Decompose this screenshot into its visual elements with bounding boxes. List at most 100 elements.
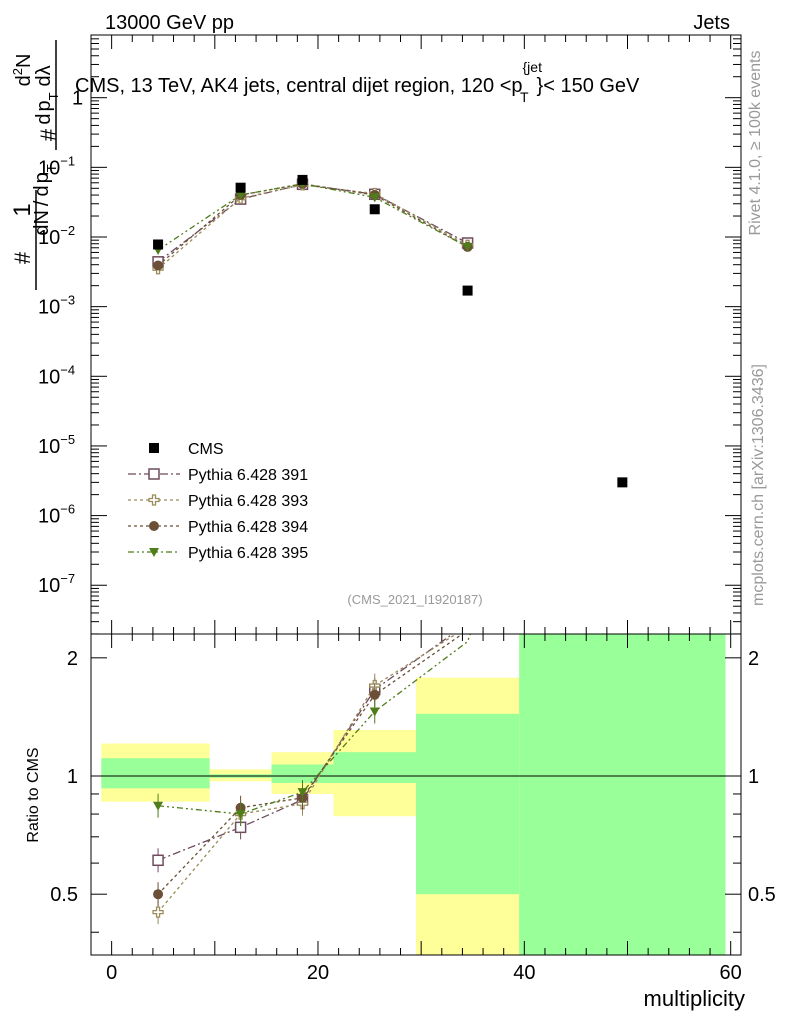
ylabel-dpdl-p: p: [33, 100, 55, 111]
legend: CMS Pythia 6.428 391 Pythia 6.428 393 Pythi…: [128, 441, 308, 562]
cms-point-5: [617, 477, 628, 488]
x-axis-label: multiplicity: [644, 986, 745, 1011]
cms-point-0: [153, 239, 164, 250]
labels: 13000 GeV pp Jets CMS, 13 TeV, AK4 jets,…: [9, 12, 767, 1011]
ytop-tick-base: 10: [38, 227, 60, 249]
ytop-tick-label-0: 1: [72, 88, 83, 110]
ylabel-dp-p: p: [31, 172, 53, 183]
legend-marker-cms: [149, 443, 159, 453]
yratio-tick-label-right-1: 1: [748, 766, 759, 788]
ytop-tick-base: 10: [38, 575, 60, 597]
yratio-tick-label-2: 2: [67, 648, 78, 670]
x-tick-label-3: 60: [720, 962, 742, 984]
ratio-point-3-2: [297, 788, 308, 798]
ratio-y-axis-label: Ratio to CMS: [25, 747, 42, 842]
ylabel-dlambda: dλ: [33, 65, 55, 86]
ytop-tick-label-7: 10−7: [38, 571, 75, 597]
ylabel-d2N-d: d: [13, 75, 35, 86]
series-point-3-3: [369, 193, 380, 203]
ytop-tick-exp: −4: [60, 362, 75, 377]
ratio-point-2-0: [153, 889, 164, 900]
series-line-2: [157, 183, 468, 266]
y-axis-label: 1 # dN/dpT # d2N dpTdλ: [9, 40, 61, 290]
ylabel-hash-1: #: [10, 251, 35, 264]
ytop-tick-base: 10: [38, 157, 60, 179]
x-tick-label-2: 40: [513, 962, 535, 984]
ytop-tick-label-5: 10−5: [38, 432, 75, 458]
ytop-tick-base: 1: [72, 88, 83, 110]
ratio-panel-series: [152, 634, 471, 925]
legend-marker-1: [148, 494, 160, 506]
series-point-3-4: [462, 242, 473, 252]
title-main: CMS, 13 TeV, AK4 jets, central dijet reg…: [75, 75, 523, 97]
ylabel-dp-T: T: [44, 164, 59, 172]
ratio-point-3-0: [153, 801, 164, 811]
ylabel-one: 1: [9, 203, 36, 216]
band-stat-0: [101, 758, 210, 789]
ratio-point-3-3: [369, 707, 380, 717]
ylabel-dN-d: d: [31, 225, 53, 236]
analysis-watermark: (CMS_2021_I1920187): [347, 592, 482, 607]
cms-point-1: [235, 182, 246, 193]
ratio-point-0-0: [152, 854, 164, 867]
rivet-label: Rivet 4.1.0, ≥ 100k events: [747, 51, 764, 236]
ratio-panel-frame: [90, 633, 742, 956]
band-stat-4: [416, 713, 520, 895]
top-panel-series: [152, 174, 628, 488]
ytop-tick-label-6: 10−6: [38, 502, 75, 528]
ytop-tick-exp: −3: [60, 293, 75, 308]
legend-marker-0: [148, 468, 160, 480]
mcplots-label: mcplots.cern.ch [arXiv:1306.3436]: [750, 364, 767, 606]
cms-point-4: [462, 285, 473, 296]
ytop-tick-exp: −2: [60, 223, 75, 238]
ytop-tick-label-3: 10−3: [38, 293, 75, 319]
ylabel-numerator: d2N: [10, 54, 35, 87]
x-tick-label-1: 20: [307, 962, 329, 984]
header-left: 13000 GeV pp: [105, 12, 234, 34]
ytop-tick-label-4: 10−4: [38, 362, 75, 388]
yratio-tick-label-0: 0.5: [50, 884, 78, 906]
ylabel-d2N-2: 2: [10, 68, 25, 75]
ytop-tick-exp: −6: [60, 502, 75, 517]
cms-point-3: [369, 204, 380, 215]
yratio-tick-label-1: 1: [67, 766, 78, 788]
ytop-tick-exp: −7: [60, 571, 75, 586]
yratio-tick-label-right-2: 2: [748, 648, 759, 670]
title-superscript: {jet: [523, 59, 543, 75]
ratio-line-1: [157, 634, 458, 913]
ylabel-dpdl-T: T: [46, 92, 61, 100]
ratio-point-3-1: [235, 810, 246, 820]
yratio-tick-label-right-0: 0.5: [748, 884, 776, 906]
header-right: Jets: [693, 12, 730, 34]
ylabel-hash-2: #: [36, 128, 61, 141]
title-tail: }< 150 GeV: [537, 75, 641, 97]
legend-marker-2: [149, 521, 159, 531]
chart-title: CMS, 13 TeV, AK4 jets, central dijet reg…: [75, 59, 640, 105]
series-line-0: [157, 183, 468, 263]
ytop-tick-base: 10: [38, 366, 60, 388]
title-subscript: T: [520, 89, 529, 105]
x-tick-label-0: 0: [106, 962, 117, 984]
ytop-tick-exp: −5: [60, 432, 75, 447]
legend-label-cms: CMS: [188, 441, 224, 458]
series-point-3-1: [235, 191, 246, 201]
ylabel-d2N-N: N: [13, 54, 35, 68]
series-point-2-0: [153, 260, 164, 271]
ytop-tick-base: 10: [38, 506, 60, 528]
cms-point-2: [297, 174, 308, 185]
ratio-series-3: [153, 634, 471, 827]
series-line-3: [157, 183, 468, 251]
ytop-tick-exp: −1: [60, 153, 75, 168]
ylabel-slash: /: [31, 200, 53, 206]
legend-label-3: Pythia 6.428 395: [188, 545, 308, 562]
series-line-1: [157, 184, 468, 270]
ylabel-dp-d: d: [31, 185, 53, 196]
legend-marker-3: [149, 548, 159, 557]
ratio-uncertainty-bands: [91, 634, 741, 955]
ratio-point-2-3: [369, 689, 380, 700]
legend-label-2: Pythia 6.428 394: [188, 519, 308, 536]
ytop-tick-label-2: 10−2: [38, 223, 75, 249]
ytop-tick-base: 10: [38, 297, 60, 319]
